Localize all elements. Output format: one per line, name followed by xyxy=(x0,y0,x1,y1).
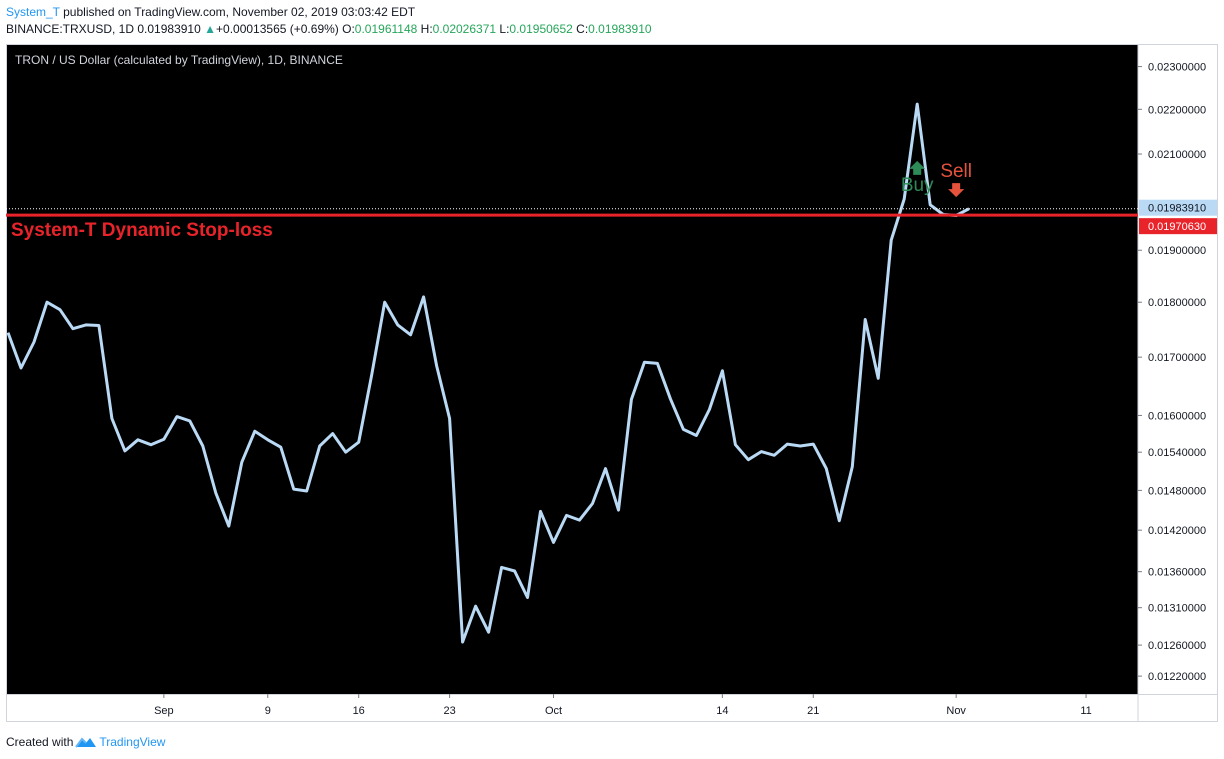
time-tick-label: Nov xyxy=(946,705,966,717)
last-price-badge xyxy=(1139,199,1217,216)
price-tick-label: 0.01310000 xyxy=(1148,603,1206,615)
price-tick-label: 0.01600000 xyxy=(1148,410,1206,422)
stop-loss-price-badge xyxy=(1139,218,1217,235)
time-tick-label: 9 xyxy=(265,705,271,717)
price-ticks: 0.02300000 0.02200000 0.02100000 0.01900000… xyxy=(1138,62,1206,683)
last-price: 0.01983910 xyxy=(137,22,201,36)
tradingview-link[interactable]: TradingView xyxy=(99,735,166,749)
buy-arrow-icon xyxy=(909,160,926,175)
created-with-text: Created with xyxy=(6,735,74,749)
time-axis[interactable] xyxy=(6,694,1218,722)
published-text: published on TradingView.com, November 0… xyxy=(59,5,416,19)
price-tick-label: 0.01260000 xyxy=(1148,640,1206,652)
open-value: 0.01961148 xyxy=(354,22,418,36)
footer: Created with TradingView xyxy=(6,735,165,749)
price-change: +0.00013565 (+0.69%) xyxy=(216,22,339,36)
tradingview-logo-icon xyxy=(75,737,97,748)
chart-title: TRON / US Dollar (calculated by TradingV… xyxy=(15,53,343,67)
time-tick-label: Sep xyxy=(154,705,174,717)
publish-info: System_T published on TradingView.com, N… xyxy=(6,5,415,19)
up-triangle-icon: ▲ xyxy=(204,22,217,36)
plot-area[interactable] xyxy=(6,44,1138,694)
price-tick-label: 0.01420000 xyxy=(1148,525,1206,537)
low-label: L: xyxy=(499,22,510,36)
time-tick-label: 14 xyxy=(716,705,728,717)
time-tick-label: 23 xyxy=(443,705,455,717)
price-tick-label: 0.02300000 xyxy=(1148,62,1206,74)
author-link[interactable]: System_T xyxy=(6,5,60,19)
last-price-badge-text: 0.01983910 xyxy=(1148,203,1206,215)
buy-label: Buy xyxy=(901,175,934,196)
price-tick-label: 0.01800000 xyxy=(1148,297,1206,309)
price-line[interactable] xyxy=(6,102,970,644)
price-tick-label: 0.01540000 xyxy=(1148,447,1206,459)
low-value: 0.01950652 xyxy=(509,22,573,36)
time-tick-label: 16 xyxy=(353,705,365,717)
sell-label: Sell xyxy=(940,161,972,182)
price-tick-label: 0.02100000 xyxy=(1148,149,1206,161)
sell-arrow-icon xyxy=(948,183,965,198)
symbol-info-bar: BINANCE:TRXUSD, 1D 0.01983910 ▲+0.000135… xyxy=(6,22,652,36)
time-tick-label: Oct xyxy=(545,705,562,717)
price-tick-label: 0.01480000 xyxy=(1148,485,1206,497)
close-value: 0.01983910 xyxy=(588,22,652,36)
high-value: 0.02026371 xyxy=(432,22,497,36)
close-label: C: xyxy=(576,22,589,36)
price-tick-label: 0.01220000 xyxy=(1148,671,1206,683)
price-chart[interactable]: TRON / US Dollar (calculated by TradingV… xyxy=(6,44,1218,722)
stop-loss-price-badge-text: 0.01970630 xyxy=(1148,221,1206,233)
time-ticks: Sep 9 16 23 Oct 14 21 Nov 11 xyxy=(154,694,1092,717)
price-tick-label: 0.01900000 xyxy=(1148,245,1206,257)
price-tick-label: 0.01360000 xyxy=(1148,567,1206,579)
price-tick-label: 0.02200000 xyxy=(1148,104,1206,116)
stop-loss-label: System-T Dynamic Stop-loss xyxy=(11,220,273,241)
time-tick-label: 21 xyxy=(807,705,819,717)
chart-container[interactable]: TRON / US Dollar (calculated by TradingV… xyxy=(6,44,1218,722)
time-tick-label: 11 xyxy=(1080,705,1091,717)
price-tick-label: 0.01700000 xyxy=(1148,352,1206,364)
open-label: O: xyxy=(342,22,355,36)
price-axis[interactable] xyxy=(1138,44,1218,694)
symbol-label: BINANCE:TRXUSD, 1D xyxy=(6,22,135,36)
high-label: H: xyxy=(420,22,433,36)
